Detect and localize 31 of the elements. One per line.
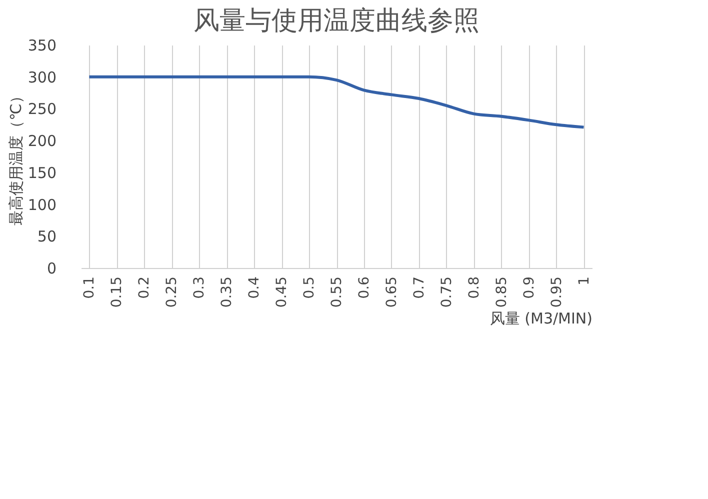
x-tick-label: 0.8 (466, 276, 482, 299)
x-tick-label: 0.2 (136, 276, 153, 299)
x-tick-label: 0.1 (82, 276, 98, 299)
line-series (88, 75, 586, 129)
y-tick-label: 350 (28, 36, 56, 54)
x-tick-label: 0.65 (384, 276, 400, 308)
x-tick-label: 1 (576, 276, 592, 286)
y-tick-label: 300 (28, 68, 56, 86)
y-tick-label: 250 (28, 100, 56, 118)
x-tick-label: 0.75 (438, 276, 455, 308)
y-tick-label: 0 (46, 260, 56, 278)
y-axis-title: 最高使用温度（℃） (6, 88, 25, 226)
chart-title: 风量与使用温度曲线参照 (194, 6, 480, 36)
x-tick-label: 0.35 (219, 276, 236, 308)
x-tick-label: 0.3 (192, 276, 208, 299)
x-tick-label: 0.7 (411, 276, 428, 299)
x-tick-label: 0.6 (356, 276, 372, 299)
y-tick-label: 150 (28, 164, 56, 182)
x-tick-label: 0.5 (302, 276, 318, 299)
y-tick-label: 50 (37, 228, 56, 246)
x-tick-label: 0.9 (521, 276, 538, 299)
x-tick-label: 0.85 (494, 276, 510, 308)
x-axis-title: 风量 (M3/MIN) (490, 310, 592, 328)
x-tick-label: 0.95 (548, 276, 565, 308)
x-tick-label: 0.4 (246, 276, 263, 299)
x-tick-label: 0.45 (274, 276, 290, 308)
y-tick-label: 100 (28, 196, 56, 214)
x-tick-label: 0.25 (164, 276, 180, 308)
x-tick-label: 0.55 (329, 276, 345, 308)
x-tick-label: 0.15 (109, 276, 126, 308)
y-tick-label: 200 (28, 132, 56, 150)
